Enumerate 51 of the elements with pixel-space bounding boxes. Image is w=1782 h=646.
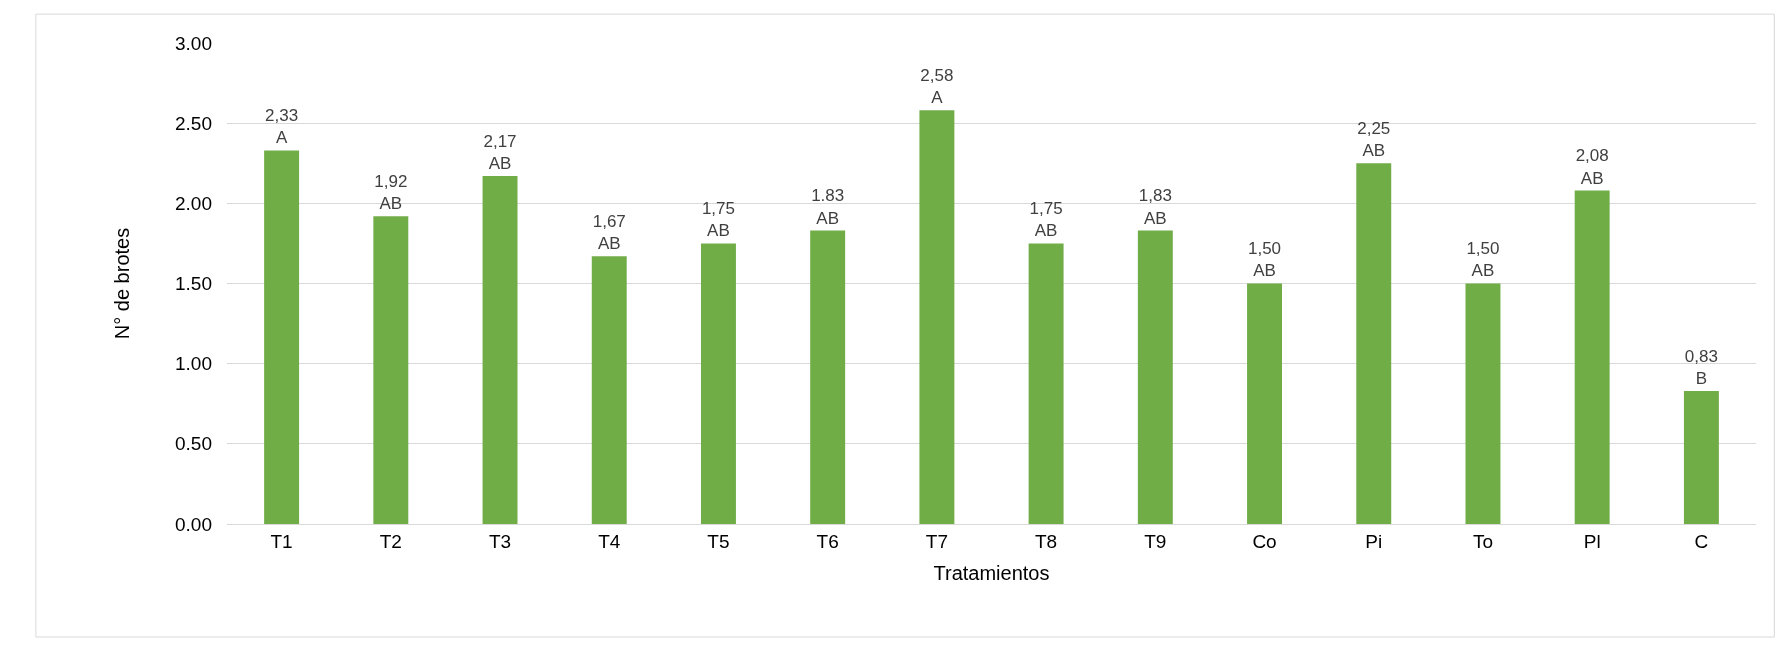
x-tick-label: Co: [1252, 530, 1277, 552]
bar: [810, 230, 846, 524]
bar: [1574, 190, 1610, 524]
x-tick-label: T7: [925, 530, 948, 552]
x-tick-label: T4: [598, 530, 621, 552]
data-label: 1,50 AB: [1466, 239, 1500, 281]
x-axis-title: Tratamientos: [933, 562, 1050, 585]
x-tick-label: T5: [707, 530, 730, 552]
data-label: 1,67 AB: [592, 212, 626, 254]
x-tick-label: C: [1694, 530, 1709, 552]
data-label: 1,75 AB: [1029, 199, 1063, 241]
data-label: 1,50 AB: [1247, 239, 1282, 281]
data-label: 2,17 AB: [483, 131, 517, 174]
y-axis-title: N° de brotes: [110, 227, 133, 340]
data-label: 1.83 AB: [811, 186, 845, 228]
x-tick-label: To: [1472, 530, 1493, 552]
x-tick-label: Pi: [1365, 530, 1383, 552]
y-tick-label: 1.00: [175, 353, 212, 375]
y-tick-label: 0.00: [175, 513, 212, 535]
data-label: 1,83 AB: [1138, 186, 1172, 228]
bar: [700, 243, 736, 524]
data-label: 0,83 B: [1684, 346, 1718, 388]
bar: [1028, 243, 1064, 524]
y-tick-label: 3.00: [175, 32, 212, 54]
data-label: 2,58 A: [920, 66, 954, 108]
x-tick-label: T8: [1035, 530, 1058, 552]
bar: [482, 176, 518, 524]
data-label: 1,75 AB: [701, 199, 736, 241]
data-label: 2,08 AB: [1575, 146, 1609, 188]
data-label: 2,33 A: [265, 106, 299, 148]
x-tick-label: T6: [816, 530, 839, 552]
x-tick-label: T1: [270, 530, 293, 552]
y-tick-label: 2.00: [175, 192, 212, 214]
x-tick-label: T3: [488, 530, 512, 552]
bar: [1356, 163, 1392, 524]
data-label: 2,25 AB: [1357, 119, 1391, 161]
bar: [591, 256, 627, 524]
bar: [1247, 283, 1283, 524]
data-label: 1,92 AB: [374, 172, 408, 214]
bar: [919, 110, 955, 524]
y-tick-label: 0.50: [175, 433, 212, 455]
bar: [1683, 390, 1719, 524]
y-tick-label: 1.50: [175, 273, 212, 295]
bar: [1137, 230, 1173, 524]
x-tick-label: T9: [1144, 530, 1167, 552]
bar: [373, 216, 409, 524]
bar: [264, 150, 300, 524]
y-tick-label: 2.50: [175, 112, 212, 134]
x-tick-label: T2: [379, 530, 402, 552]
bar: [1465, 283, 1501, 524]
x-tick-label: Pl: [1583, 530, 1601, 552]
